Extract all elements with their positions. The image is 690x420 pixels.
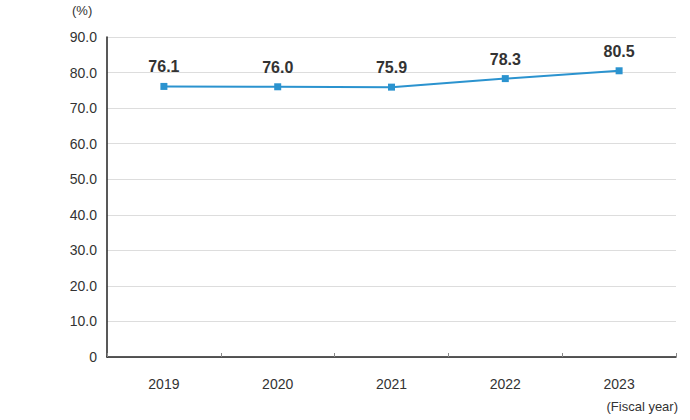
svg-text:78.3: 78.3	[490, 51, 521, 68]
svg-text:90.0: 90.0	[70, 29, 97, 45]
svg-text:2021: 2021	[376, 376, 407, 392]
svg-text:80.5: 80.5	[604, 43, 635, 60]
svg-text:2019: 2019	[148, 376, 179, 392]
svg-text:2020: 2020	[262, 376, 293, 392]
svg-text:76.0: 76.0	[262, 59, 293, 76]
svg-text:0: 0	[89, 349, 97, 365]
svg-text:10.0: 10.0	[70, 313, 97, 329]
svg-text:50.0: 50.0	[70, 171, 97, 187]
svg-text:80.0: 80.0	[70, 65, 97, 81]
svg-text:60.0: 60.0	[70, 136, 97, 152]
svg-text:(%): (%)	[72, 3, 92, 18]
svg-text:20.0: 20.0	[70, 278, 97, 294]
svg-text:76.1: 76.1	[148, 58, 179, 75]
svg-text:2023: 2023	[604, 376, 635, 392]
svg-text:70.0: 70.0	[70, 100, 97, 116]
svg-text:40.0: 40.0	[70, 207, 97, 223]
svg-text:2022: 2022	[490, 376, 521, 392]
svg-text:30.0: 30.0	[70, 242, 97, 258]
svg-text:75.9: 75.9	[376, 59, 407, 76]
svg-text:(Fiscal year): (Fiscal year)	[606, 399, 678, 414]
